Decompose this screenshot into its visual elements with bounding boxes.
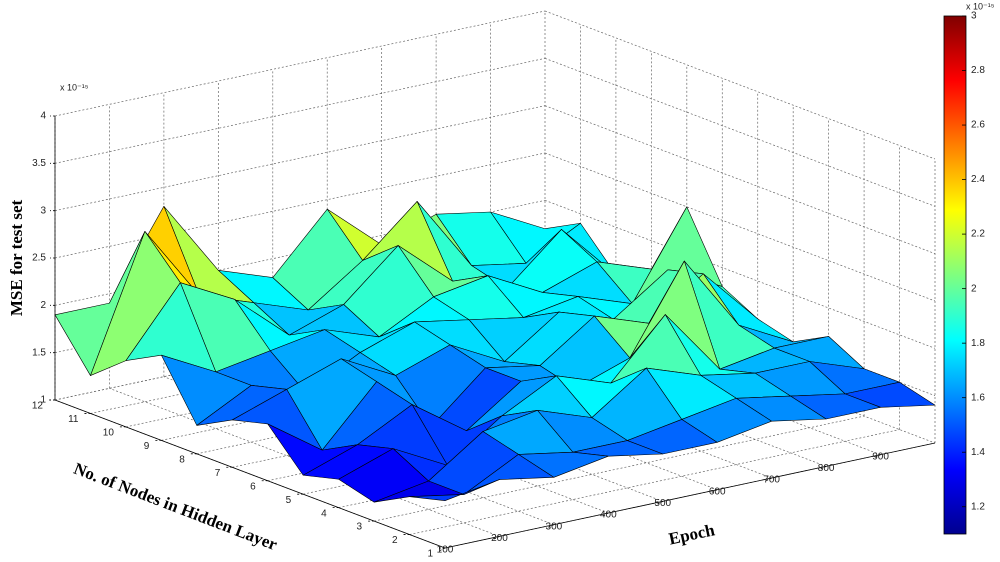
x-tick xyxy=(874,454,881,459)
grid-line xyxy=(544,105,936,254)
z-tick-label: 4 xyxy=(40,111,46,122)
grid-line xyxy=(544,10,936,160)
grid-line xyxy=(544,58,936,207)
grid-line xyxy=(544,200,936,349)
z-tick-label: 3.5 xyxy=(32,158,46,169)
y-tick-label: 3 xyxy=(357,522,363,533)
x-tick xyxy=(656,500,663,505)
surface-patch xyxy=(409,479,500,501)
grid-line xyxy=(544,152,936,302)
z-tick-label: 3 xyxy=(40,205,46,216)
axis-line xyxy=(54,399,446,549)
x-tick xyxy=(765,477,772,482)
colorbar-tick-label: 3 xyxy=(971,11,977,22)
grid-line xyxy=(54,105,546,212)
grid-line xyxy=(374,415,865,522)
y-tick-label: 9 xyxy=(144,441,150,452)
z-tick-label: 2 xyxy=(40,300,46,311)
colorbar-scale-label: x 10⁻¹⁵ xyxy=(966,1,995,11)
colorbar-tick-label: 2 xyxy=(971,283,977,294)
z-axis-label: MSE for test set xyxy=(7,200,26,317)
colorbar-tick-label: 1.8 xyxy=(971,338,985,349)
x-tick xyxy=(602,512,609,517)
z-scale-label: x 10⁻¹⁵ xyxy=(60,82,89,92)
x-tick-label: 400 xyxy=(600,510,617,521)
grid-line xyxy=(54,10,546,117)
x-axis-label: Epoch xyxy=(667,520,717,548)
x-tick xyxy=(547,524,555,529)
x-tick xyxy=(438,547,446,552)
y-tick-label: 6 xyxy=(250,481,256,492)
x-tick xyxy=(493,535,500,540)
grid-line xyxy=(409,429,900,535)
grid-line xyxy=(54,57,546,164)
z-tick-label: 2.5 xyxy=(32,253,46,264)
x-tick-label: 900 xyxy=(872,451,889,462)
z-tick-label: 1.5 xyxy=(32,347,46,358)
y-tick-label: 10 xyxy=(103,428,115,439)
y-tick-label: 8 xyxy=(179,454,185,465)
colorbar-tick-label: 1.4 xyxy=(971,447,985,458)
colorbar-tick-label: 2.6 xyxy=(971,120,985,131)
colorbar-tick-label: 1.2 xyxy=(971,501,985,512)
x-tick-label: 300 xyxy=(546,521,563,532)
z-tick-label: 1 xyxy=(40,395,46,406)
axis-line xyxy=(444,442,936,549)
colorbar-tick-label: 1.6 xyxy=(971,392,985,403)
colorbar-tick-label: 2.8 xyxy=(971,65,985,76)
grid-line xyxy=(54,152,546,259)
x-tick xyxy=(711,489,718,494)
y-tick-label: 1 xyxy=(427,549,433,560)
x-tick-label: 100 xyxy=(437,545,454,556)
x-tick-label: 500 xyxy=(654,498,671,509)
colorbar-tick-label: 2.2 xyxy=(971,229,985,240)
x-tick xyxy=(819,465,827,470)
colorbar-tick-label: 2.4 xyxy=(971,174,985,185)
y-tick-label: 2 xyxy=(392,535,398,546)
y-tick-label: 12 xyxy=(32,401,44,412)
x-tick-label: 800 xyxy=(818,463,835,474)
x-tick-label: 200 xyxy=(491,533,508,544)
y-tick-label: 7 xyxy=(215,468,221,479)
y-tick-label: 11 xyxy=(68,414,79,425)
y-tick-label: 4 xyxy=(321,508,327,519)
x-tick-label: 700 xyxy=(763,475,780,486)
colorbar xyxy=(943,15,967,535)
y-tick-label: 5 xyxy=(286,495,292,506)
x-tick-label: 600 xyxy=(709,486,726,497)
